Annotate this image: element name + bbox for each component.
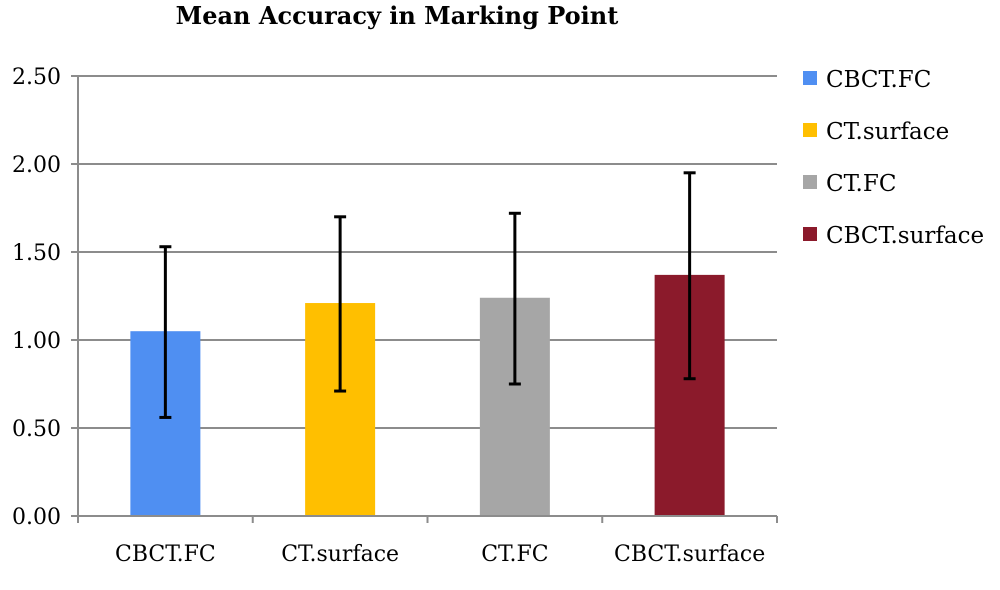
error-bars [159,171,696,419]
legend-swatch [803,227,817,241]
y-tick-label: 0.50 [12,417,61,442]
legend-swatch [803,123,817,137]
chart-title: Mean Accuracy in Marking Point [176,1,619,30]
x-category-label: CBCT.surface [614,542,765,567]
legend-swatch [803,71,817,85]
x-category-label: CBCT.FC [115,542,216,567]
legend: CBCT.FC CT.surface CT.FC CBCT.surface [803,67,984,249]
x-category-label: CT.surface [281,542,399,567]
axes [71,75,778,523]
y-tick-label: 2.00 [12,153,61,178]
legend-label: CBCT.FC [826,67,931,93]
legend-label: CT.FC [826,171,896,197]
y-tick-label: 1.50 [12,241,61,266]
y-tick-label: 0.00 [12,505,61,530]
legend-label: CBCT.surface [826,223,984,249]
bars [130,274,725,516]
y-tick-label: 2.50 [12,65,61,90]
y-tick-label: 1.00 [12,329,61,354]
axis-labels: 0.00 0.50 1.00 1.50 2.00 2.50 CBCT.FC CT.surfac… [12,65,765,567]
x-category-label: CT.FC [481,542,548,567]
legend-swatch [803,175,817,189]
legend-label: CT.surface [826,119,949,145]
